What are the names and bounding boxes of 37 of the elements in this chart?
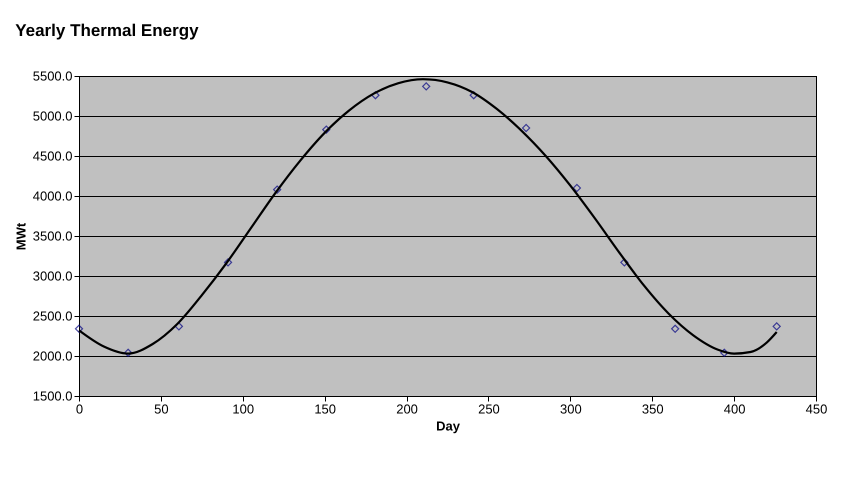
point (371, 91, 380, 100)
point (772, 322, 781, 331)
x-tick-label: 0 (76, 402, 84, 416)
point (720, 348, 728, 357)
x-tick-label: 100 (232, 402, 254, 416)
point (322, 125, 330, 134)
y-tick-label: 2000.0 (32, 348, 72, 364)
point (620, 258, 629, 267)
x-tick-label: 400 (724, 402, 746, 416)
point (174, 322, 184, 331)
y-tick-label: 3500.0 (32, 228, 72, 244)
point (470, 91, 478, 100)
y-tick-label: 2500.0 (32, 308, 72, 324)
x-tick-label: 150 (314, 402, 336, 416)
y-tick-label: 4500.0 (32, 148, 72, 164)
chart-title: Yearly Thermal Energy (15, 21, 200, 40)
y-tick-label: 5500.0 (32, 68, 72, 84)
x-tick-label: 450 (806, 402, 828, 416)
y-tick-label: 5000.0 (32, 108, 72, 124)
y-tick-label: 4000.0 (32, 188, 72, 204)
point (273, 185, 282, 194)
point (572, 184, 582, 192)
point (224, 258, 232, 267)
point (124, 348, 132, 357)
y-tick-label: 3000.0 (32, 268, 72, 284)
point (671, 324, 680, 333)
x-tick-label: 350 (642, 402, 664, 416)
point (522, 124, 530, 132)
x-tick-label: 300 (560, 402, 582, 416)
point (422, 82, 430, 91)
point (74, 324, 84, 333)
x-tick-label: 200 (396, 402, 418, 416)
y-axis-title: MWt (14, 222, 29, 250)
y-tick-label: 1500.0 (32, 388, 72, 404)
x-tick-label: 250 (478, 402, 500, 416)
x-axis-title: Day (436, 418, 461, 434)
x-tick-label: 50 (154, 402, 169, 416)
